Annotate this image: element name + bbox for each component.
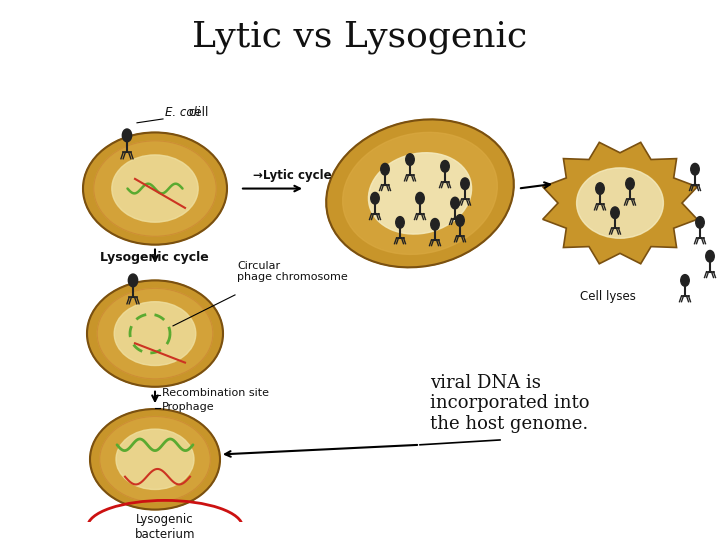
Ellipse shape xyxy=(87,280,223,387)
Ellipse shape xyxy=(441,160,449,172)
Ellipse shape xyxy=(371,192,379,204)
Ellipse shape xyxy=(326,119,514,267)
Ellipse shape xyxy=(406,154,414,165)
Text: →Lytic cycle: →Lytic cycle xyxy=(253,169,332,182)
Ellipse shape xyxy=(369,153,472,234)
Ellipse shape xyxy=(456,215,464,226)
Text: Prophage: Prophage xyxy=(162,402,215,412)
Ellipse shape xyxy=(396,217,404,228)
Text: Lytic vs Lysogenic: Lytic vs Lysogenic xyxy=(192,20,528,54)
Ellipse shape xyxy=(595,183,604,194)
Ellipse shape xyxy=(116,429,194,489)
Text: cell: cell xyxy=(188,106,208,119)
Ellipse shape xyxy=(343,132,498,254)
Text: Circular
phage chromosome: Circular phage chromosome xyxy=(237,261,348,282)
Polygon shape xyxy=(543,143,697,264)
Ellipse shape xyxy=(706,251,714,262)
Ellipse shape xyxy=(94,141,216,236)
Ellipse shape xyxy=(577,168,663,238)
Ellipse shape xyxy=(381,164,390,175)
Text: Lysogenic
bacterium: Lysogenic bacterium xyxy=(135,513,195,540)
Ellipse shape xyxy=(114,302,196,366)
Ellipse shape xyxy=(461,178,469,190)
Text: Recombination site: Recombination site xyxy=(162,388,269,399)
Ellipse shape xyxy=(451,197,459,209)
Ellipse shape xyxy=(415,192,424,204)
Text: viral DNA is
incorporated into
the host genome.: viral DNA is incorporated into the host … xyxy=(430,374,590,433)
Ellipse shape xyxy=(128,274,138,287)
Ellipse shape xyxy=(431,219,439,230)
Text: Lysogenic cycle: Lysogenic cycle xyxy=(100,251,209,264)
Ellipse shape xyxy=(122,129,132,142)
Ellipse shape xyxy=(690,164,699,175)
Ellipse shape xyxy=(100,416,210,502)
Ellipse shape xyxy=(112,155,198,222)
Ellipse shape xyxy=(83,132,227,245)
Ellipse shape xyxy=(97,288,213,379)
Ellipse shape xyxy=(611,207,619,219)
Ellipse shape xyxy=(680,275,689,286)
Text: Cell lyses: Cell lyses xyxy=(580,290,636,303)
Ellipse shape xyxy=(90,409,220,510)
Ellipse shape xyxy=(626,178,634,190)
Text: E. coli: E. coli xyxy=(165,106,200,119)
Ellipse shape xyxy=(696,217,704,228)
